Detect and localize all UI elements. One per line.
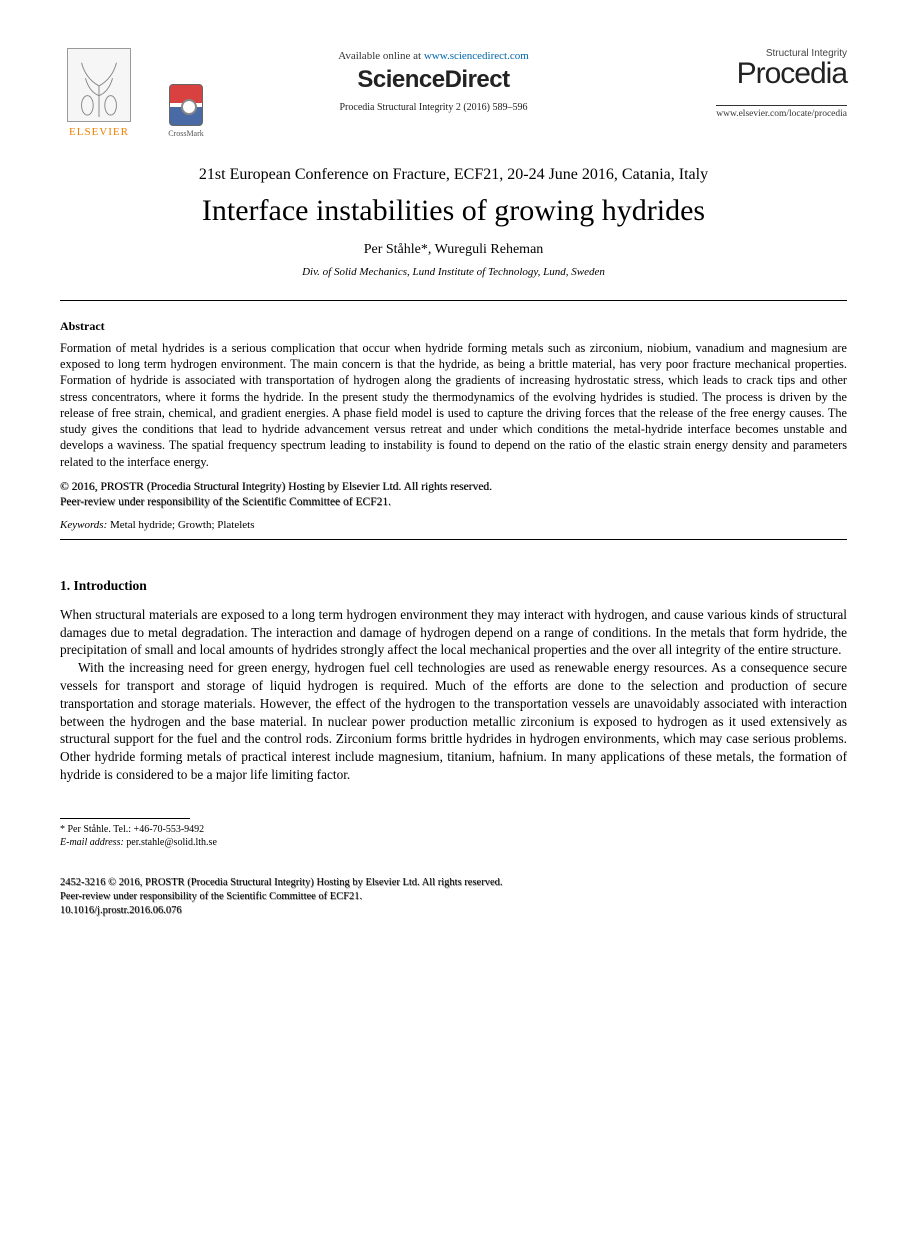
keywords-text: Metal hydride; Growth; Platelets — [107, 519, 254, 531]
bottom-issn-line: 2452-3216 © 2016, PROSTR (Procedia Struc… — [60, 877, 503, 888]
rule-top — [60, 300, 847, 301]
abstract-body: Formation of metal hydrides is a serious… — [60, 340, 847, 470]
copyright-line1: © 2016, PROSTR (Procedia Structural Inte… — [60, 481, 492, 493]
citation-line: Procedia Structural Integrity 2 (2016) 5… — [210, 102, 657, 113]
footnote-author: * Per Ståhle. Tel.: +46-70-553-9492 — [60, 823, 847, 837]
keywords-label: Keywords: — [60, 519, 107, 531]
authors-line: Per Ståhle*, Wureguli Reheman — [60, 242, 847, 258]
bottom-peer-line: Peer-review under responsibility of the … — [60, 891, 362, 902]
crossmark-label: CrossMark — [168, 129, 204, 138]
header-center: Available online at www.sciencedirect.co… — [210, 48, 657, 113]
procedia-logo: Procedia — [657, 57, 847, 91]
copyright-line2: Peer-review under responsibility of the … — [60, 496, 391, 508]
bottom-block: 2452-3216 © 2016, PROSTR (Procedia Struc… — [60, 876, 847, 919]
footnote-block: * Per Ståhle. Tel.: +46-70-553-9492 E-ma… — [60, 823, 847, 850]
header-row: ELSEVIER CrossMark Available online at w… — [60, 48, 847, 138]
copyright-block: © 2016, PROSTR (Procedia Structural Inte… — [60, 480, 847, 511]
conference-line: 21st European Conference on Fracture, EC… — [60, 166, 847, 184]
affiliation-line: Div. of Solid Mechanics, Lund Institute … — [60, 266, 847, 278]
header-right: Structural Integrity Procedia www.elsevi… — [657, 48, 847, 121]
intro-paragraph-1: When structural materials are exposed to… — [60, 606, 847, 659]
sciencedirect-logo: ScienceDirect — [210, 66, 657, 94]
paper-title: Interface instabilities of growing hydri… — [60, 194, 847, 228]
footnote-rule — [60, 818, 190, 819]
elsevier-label: ELSEVIER — [69, 126, 129, 138]
elsevier-tree-icon — [67, 48, 131, 122]
rule-after-keywords — [60, 539, 847, 540]
keywords-line: Keywords: Metal hydride; Growth; Platele… — [60, 519, 847, 531]
intro-paragraph-2: With the increasing need for green energ… — [60, 659, 847, 784]
available-prefix: Available online at — [338, 50, 424, 62]
bottom-doi: 10.1016/j.prostr.2016.06.076 — [60, 905, 182, 916]
authors-text: Per Ståhle*, Wureguli Reheman — [364, 242, 544, 257]
header-left: ELSEVIER CrossMark — [60, 48, 210, 138]
procedia-url[interactable]: www.elsevier.com/locate/procedia — [716, 105, 847, 119]
crossmark-block[interactable]: CrossMark — [162, 84, 210, 138]
footnote-email: per.stahle@solid.lth.se — [124, 837, 217, 848]
abstract-heading: Abstract — [60, 319, 847, 334]
footnote-email-label: E-mail address: — [60, 837, 124, 848]
sciencedirect-url-link[interactable]: www.sciencedirect.com — [424, 50, 529, 62]
elsevier-logo-block: ELSEVIER — [60, 48, 138, 138]
section-1-heading: 1. Introduction — [60, 578, 847, 594]
available-online-line: Available online at www.sciencedirect.co… — [210, 50, 657, 62]
crossmark-icon — [169, 84, 203, 126]
